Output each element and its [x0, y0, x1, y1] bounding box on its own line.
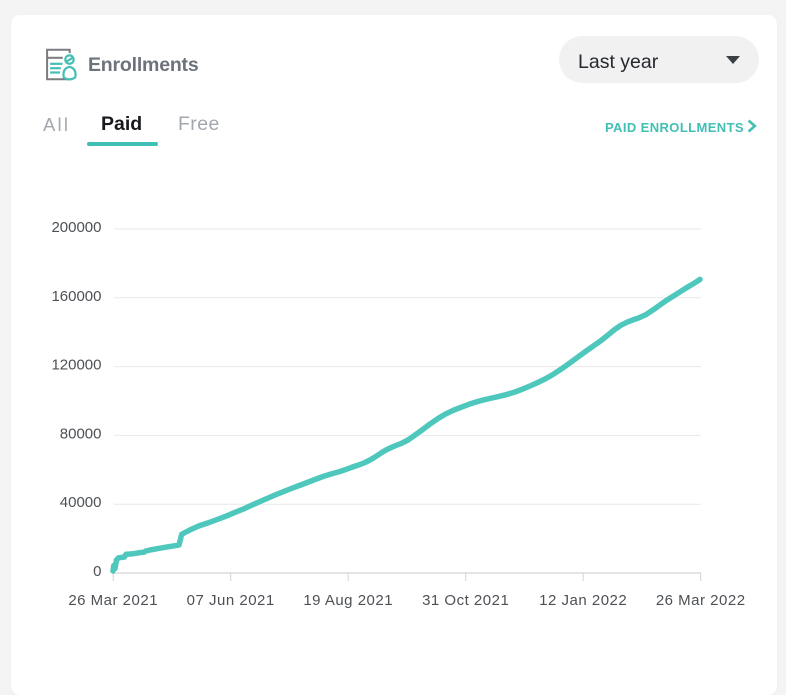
svg-text:160000: 160000: [51, 288, 101, 305]
svg-text:26 Mar 2021: 26 Mar 2021: [68, 592, 158, 609]
svg-text:0: 0: [93, 563, 101, 580]
svg-text:19 Aug 2021: 19 Aug 2021: [303, 592, 393, 609]
svg-text:07 Jun 2021: 07 Jun 2021: [187, 592, 275, 609]
svg-text:12 Jan 2022: 12 Jan 2022: [539, 592, 627, 609]
svg-text:40000: 40000: [60, 494, 102, 511]
svg-text:200000: 200000: [51, 219, 101, 236]
svg-text:31 Oct 2021: 31 Oct 2021: [422, 592, 509, 609]
svg-text:26 Mar 2022: 26 Mar 2022: [656, 592, 746, 609]
svg-text:120000: 120000: [51, 357, 101, 374]
svg-text:80000: 80000: [60, 425, 102, 442]
